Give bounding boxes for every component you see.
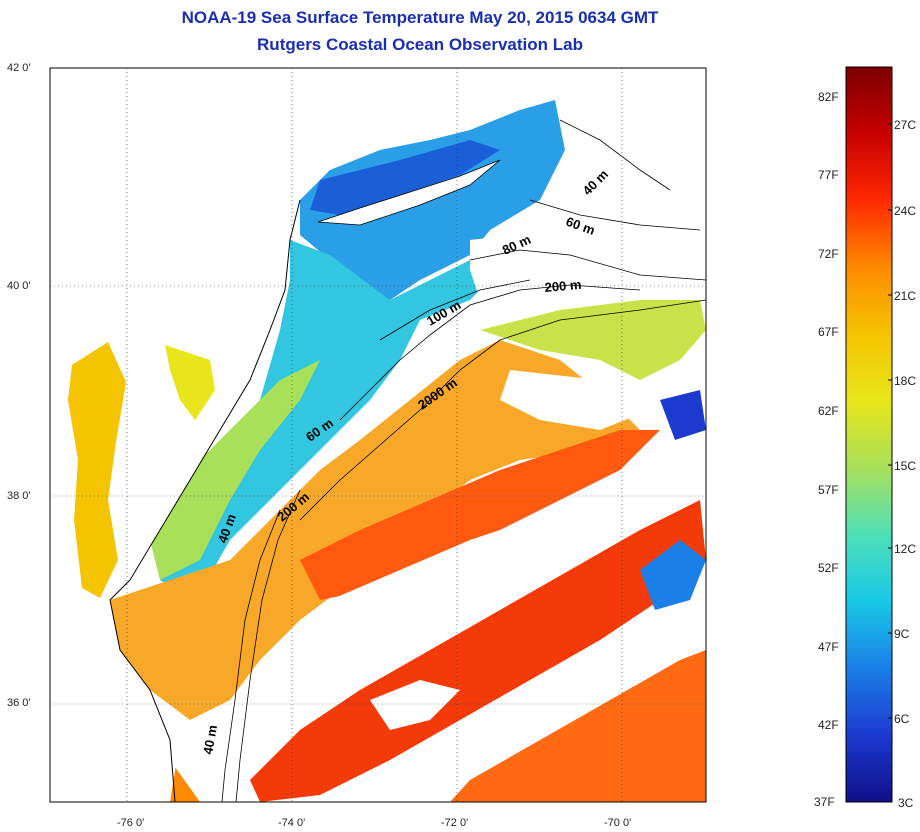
sst-region-gulfstream-2 — [250, 500, 706, 802]
coastline — [109, 199, 301, 802]
cb-f-62: 62F — [818, 404, 839, 418]
chart-subtitle: Rutgers Coastal Ocean Observation Lab — [257, 35, 583, 54]
isobath-200m — [339, 284, 641, 421]
land-new-england — [300, 68, 706, 190]
isobath-60m — [529, 199, 701, 231]
graticule — [50, 68, 706, 802]
cb-c-9: 9C — [894, 627, 910, 641]
cloud-gap-1 — [470, 230, 706, 310]
depth-label-40m-north: 40 m — [580, 167, 612, 199]
cb-c-27: 27C — [894, 118, 917, 132]
chesapeake-water — [68, 342, 126, 598]
isobath-2000m — [299, 299, 706, 521]
sst-region-offshore-east — [480, 300, 706, 380]
sst-region-gulfstream-3 — [450, 650, 706, 802]
sst-region-gulfstream-1 — [300, 430, 660, 600]
lat-label-40: 40 0' — [7, 280, 31, 292]
isobath-80m — [469, 249, 706, 281]
delaware-bay — [165, 345, 215, 420]
land-mass — [50, 68, 310, 802]
isobath-40m — [559, 119, 671, 191]
cb-c-6: 6C — [894, 712, 910, 726]
cloud-gap-2 — [500, 370, 650, 430]
cb-f-82: 82F — [818, 90, 839, 104]
isobath-shelf-b — [235, 489, 301, 802]
lon-label-74: -74 0' — [278, 817, 306, 829]
cb-c-24: 24C — [894, 204, 917, 218]
lon-label-70: -70 0' — [604, 817, 632, 829]
lat-label-42: 42 0' — [7, 62, 31, 74]
colorbar — [845, 66, 893, 803]
cb-f-57: 57F — [818, 483, 839, 497]
cb-f-47: 47F — [818, 640, 839, 654]
sst-eddy-1 — [640, 540, 706, 610]
sst-region-nj-shelf — [160, 240, 500, 600]
land-long-island — [317, 159, 501, 226]
depth-label-40m-south: 40 m — [200, 724, 220, 756]
sst-eddy-2 — [660, 390, 706, 440]
cloud-gap-3 — [330, 490, 640, 640]
lon-label-76: -76 0' — [117, 817, 145, 829]
isobath-shelf-a — [221, 509, 281, 802]
cb-c-12: 12C — [894, 542, 917, 556]
cb-f-72: 72F — [818, 247, 839, 261]
lon-label-72: -72 0' — [441, 817, 469, 829]
cb-f-37: 37F — [814, 795, 835, 809]
chart-title: NOAA-19 Sea Surface Temperature May 20, … — [181, 8, 659, 27]
cb-f-42: 42F — [818, 718, 839, 732]
map-frame — [49, 67, 707, 803]
cb-f-67: 67F — [818, 325, 839, 339]
cb-c-3: 3C — [898, 796, 914, 810]
cloud-gap-4 — [370, 680, 460, 730]
colorbar-ticks — [888, 123, 892, 719]
lat-label-36: 36 0' — [7, 697, 31, 709]
sst-region-li — [310, 140, 500, 215]
cb-c-18: 18C — [894, 374, 917, 388]
cb-f-52: 52F — [818, 561, 839, 575]
sst-region-delmarva — [150, 360, 320, 580]
cb-c-21: 21C — [894, 289, 917, 303]
lat-label-38: 38 0' — [7, 490, 31, 502]
cb-c-15: 15C — [894, 459, 917, 473]
depth-label-200m-north: 200 m — [544, 277, 582, 295]
isobath-100m — [379, 279, 531, 341]
cb-f-77: 77F — [818, 168, 839, 182]
